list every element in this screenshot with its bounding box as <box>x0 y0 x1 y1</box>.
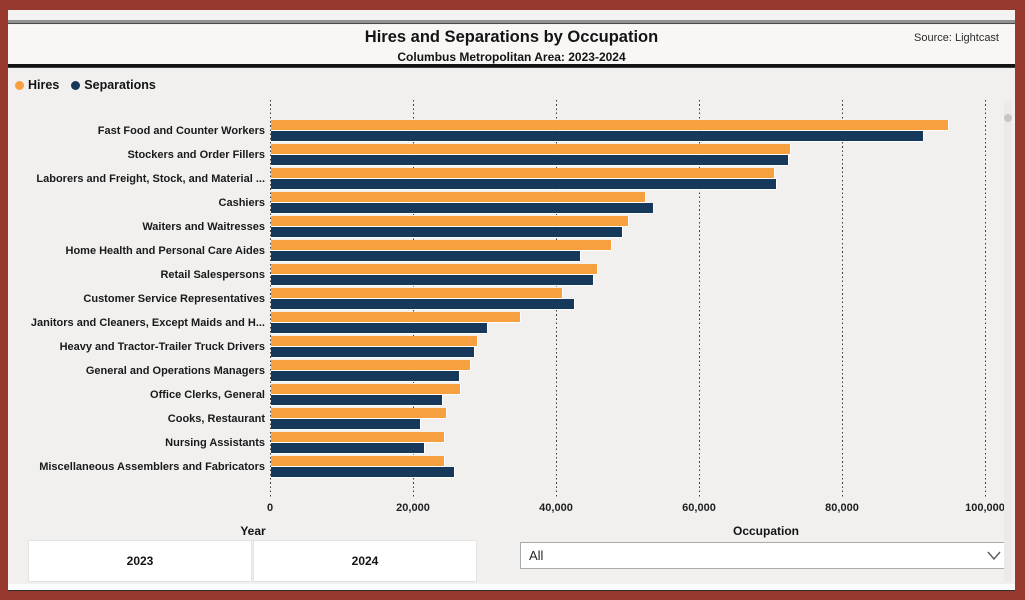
report-header: Hires and Separations by Occupation Colu… <box>8 25 1015 64</box>
bar-hires-13[interactable] <box>271 432 444 442</box>
category-label: Office Clerks, General <box>150 388 265 401</box>
bar-hires-9[interactable] <box>271 336 477 346</box>
category-label: Cashiers <box>218 196 265 209</box>
header-divider-band <box>8 20 1015 24</box>
gridline <box>699 100 700 497</box>
bar-hires-10[interactable] <box>271 360 470 370</box>
year-button-2023[interactable]: 2023 <box>28 540 252 582</box>
bar-hires-7[interactable] <box>271 288 562 298</box>
bar-separations-12[interactable] <box>271 419 420 429</box>
bar-hires-14[interactable] <box>271 456 444 466</box>
bar-hires-6[interactable] <box>271 264 597 274</box>
category-label: Janitors and Cleaners, Except Maids and … <box>30 316 265 329</box>
bar-separations-1[interactable] <box>271 155 788 165</box>
chevron-down-icon <box>987 551 1001 560</box>
occupation-dropdown-value: All <box>529 548 544 563</box>
bar-hires-4[interactable] <box>271 216 628 226</box>
occupation-filter-label: Occupation <box>732 524 799 538</box>
legend-item-hires[interactable]: Hires <box>15 78 59 92</box>
bar-hires-3[interactable] <box>271 192 645 202</box>
bar-hires-1[interactable] <box>271 144 790 154</box>
x-axis-tick: 20,000 <box>396 502 430 514</box>
bar-separations-6[interactable] <box>271 275 593 285</box>
report-canvas: Hires and Separations by Occupation Colu… <box>8 10 1015 591</box>
category-label: Heavy and Tractor-Trailer Truck Drivers <box>59 340 265 353</box>
bar-separations-13[interactable] <box>271 443 424 453</box>
bar-hires-11[interactable] <box>271 384 460 394</box>
year-slicer: 2023 2024 <box>28 540 477 582</box>
bar-hires-8[interactable] <box>271 312 520 322</box>
top-strip <box>8 10 1015 20</box>
occupation-dropdown[interactable]: All <box>520 542 1012 569</box>
category-label: Waiters and Waitresses <box>142 220 265 233</box>
bar-separations-4[interactable] <box>271 227 622 237</box>
vertical-scrollbar[interactable] <box>1004 100 1012 582</box>
category-label: Stockers and Order Fillers <box>127 148 265 161</box>
category-label: Laborers and Freight, Stock, and Materia… <box>36 172 265 185</box>
scrollbar-thumb[interactable] <box>1004 114 1012 122</box>
page-subtitle: Columbus Metropolitan Area: 2023-2024 <box>397 50 626 64</box>
category-label: Fast Food and Counter Workers <box>97 124 265 137</box>
legend-label: Hires <box>28 78 60 92</box>
gridline <box>842 100 843 497</box>
gridline <box>556 100 557 497</box>
bar-hires-12[interactable] <box>271 408 446 418</box>
bar-separations-2[interactable] <box>271 179 776 189</box>
bar-separations-5[interactable] <box>271 251 580 261</box>
bar-chart-plot <box>270 100 986 497</box>
gridline <box>413 100 414 497</box>
bar-separations-7[interactable] <box>271 299 574 309</box>
category-label: Cooks, Restaurant <box>167 412 265 425</box>
gridline <box>985 100 986 497</box>
header-rule <box>8 64 1015 68</box>
legend-item-separations[interactable]: Separations <box>71 78 156 92</box>
legend-dot-icon <box>15 80 24 90</box>
bottom-strip <box>8 584 1015 591</box>
category-label: Miscellaneous Assemblers and Fabricators <box>39 460 265 473</box>
x-axis-tick: 40,000 <box>539 502 573 514</box>
bar-separations-10[interactable] <box>271 371 459 381</box>
x-axis-tick: 60,000 <box>682 502 716 514</box>
bar-hires-2[interactable] <box>271 168 774 178</box>
bar-separations-14[interactable] <box>271 467 454 477</box>
legend-dot-icon <box>71 80 81 90</box>
year-button-2024[interactable]: 2024 <box>253 540 477 582</box>
bar-separations-8[interactable] <box>271 323 487 333</box>
x-axis-tick: 0 <box>266 502 274 514</box>
source-attribution: Source: Lightcast <box>914 32 999 44</box>
x-axis-tick: 80,000 <box>825 502 859 514</box>
year-filter-label: Year <box>240 524 266 538</box>
bar-separations-0[interactable] <box>271 131 923 141</box>
legend-label: Separations <box>84 78 156 92</box>
category-label: Nursing Assistants <box>165 436 265 449</box>
category-label: Customer Service Representatives <box>83 292 265 305</box>
page-title: Hires and Separations by Occupation <box>364 28 659 46</box>
bar-separations-9[interactable] <box>271 347 474 357</box>
bar-hires-0[interactable] <box>271 120 948 130</box>
chart-legend: Hires Separations <box>15 78 156 92</box>
category-label: Retail Salespersons <box>160 268 265 281</box>
gridline <box>270 100 271 497</box>
x-axis-tick: 100,000 <box>965 502 1005 514</box>
category-label: General and Operations Managers <box>85 364 265 377</box>
category-label: Home Health and Personal Care Aides <box>65 244 266 257</box>
bar-separations-3[interactable] <box>271 203 653 213</box>
bar-hires-5[interactable] <box>271 240 611 250</box>
bar-separations-11[interactable] <box>271 395 442 405</box>
